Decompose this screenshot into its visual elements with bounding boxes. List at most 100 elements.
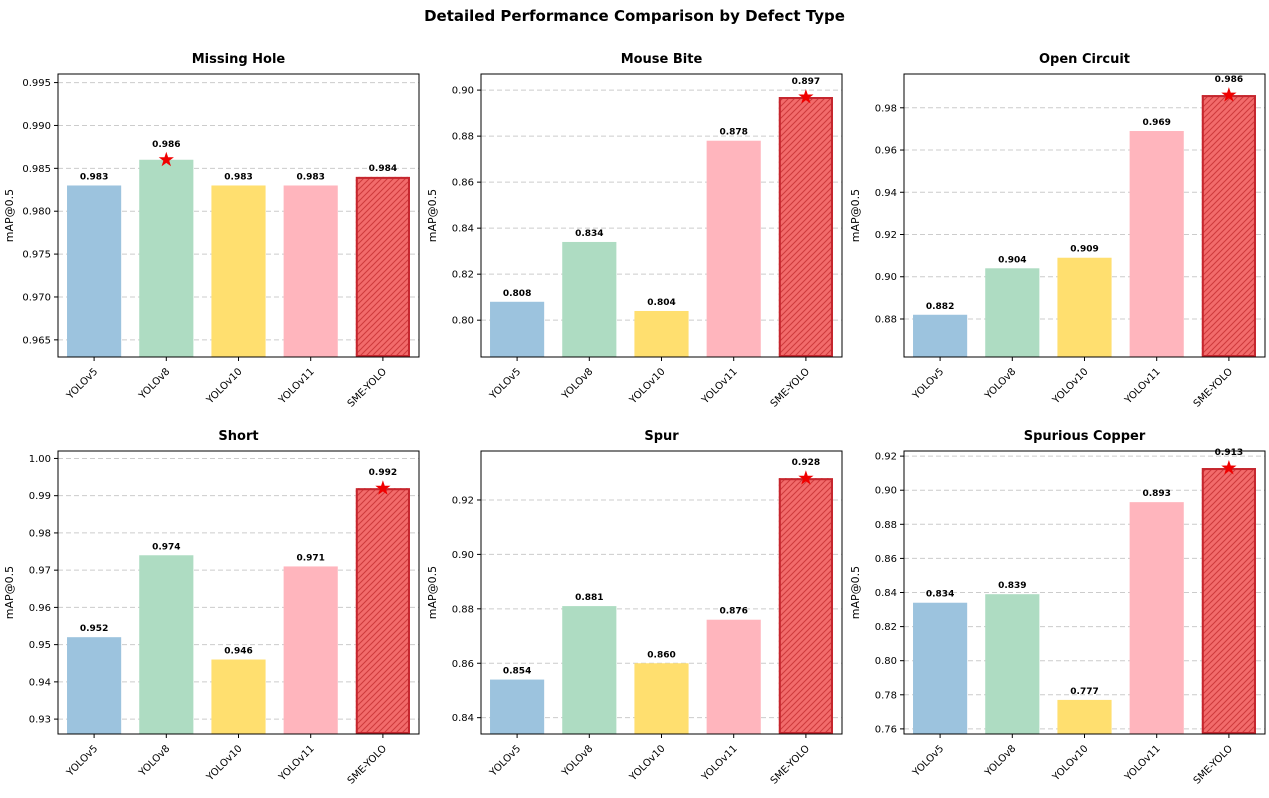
subplot-spur: 0.84 0.86 0.88 0.90 0.92 0.854 0.881 0.860 0.876… xyxy=(423,421,846,798)
y-tick-label: 0.78 xyxy=(875,690,897,701)
bar-yolov11 xyxy=(1129,131,1184,357)
bar-value-label: 0.854 xyxy=(503,667,531,677)
y-tick-label: 0.985 xyxy=(22,164,51,175)
chart-mouse-bite: 0.80 0.82 0.84 0.86 0.88 0.90 0.808 0.834 0.804 0… xyxy=(426,52,843,410)
y-tick-label: 0.90 xyxy=(452,86,474,97)
bar-yolov8 xyxy=(985,594,1040,734)
x-tick-label: YOLOv5 xyxy=(910,366,946,402)
x-tick-label: YOLOv11 xyxy=(699,743,739,783)
plot-border xyxy=(57,73,420,358)
best-star-icon xyxy=(1221,460,1237,475)
x-tick-label: YOLOv5 xyxy=(64,743,100,779)
best-star-icon xyxy=(798,470,814,485)
bar-yolov11 xyxy=(283,566,338,734)
y-tick-label: 0.94 xyxy=(29,677,51,688)
x-tick-label: YOLOv11 xyxy=(276,366,316,406)
y-tick-label: 0.96 xyxy=(29,603,51,614)
x-tick-label: YOLOv11 xyxy=(699,366,739,406)
subplot-mouse-bite: 0.80 0.82 0.84 0.86 0.88 0.90 0.808 0.834 0.804 0… xyxy=(423,44,846,421)
subplot-open-circuit: 0.88 0.90 0.92 0.94 0.96 0.98 0.882 0.904 0.909 0… xyxy=(846,44,1269,421)
y-tick-label: 0.90 xyxy=(875,272,897,283)
figure-title: Detailed Performance Comparison by Defec… xyxy=(424,7,845,25)
y-tick-label: 0.84 xyxy=(452,224,474,235)
bar-value-label: 0.804 xyxy=(647,298,675,308)
y-tick-label: 0.86 xyxy=(452,178,474,189)
best-star-icon xyxy=(1221,87,1237,102)
bar-hatch-overlay xyxy=(1201,95,1256,358)
y-tick-label: 0.970 xyxy=(22,292,51,303)
y-tick-label: 0.96 xyxy=(875,146,897,157)
y-tick-label: 0.82 xyxy=(452,270,474,281)
y-tick-label: 0.80 xyxy=(452,316,474,327)
bar-yolov8 xyxy=(139,555,194,734)
y-tick-label: 0.965 xyxy=(22,335,51,346)
bar-yolov10 xyxy=(634,663,689,734)
y-tick-label: 1.00 xyxy=(29,454,51,465)
bar-hatch-overlay xyxy=(1201,468,1256,734)
bar-yolov11 xyxy=(706,619,761,734)
y-tick-label: 0.975 xyxy=(22,250,51,261)
bar-value-label: 0.882 xyxy=(926,302,954,312)
subplot-title: Spur xyxy=(644,429,679,444)
bar-hatch-overlay xyxy=(778,478,833,734)
y-tick-label: 0.92 xyxy=(875,452,897,463)
y-tick-label: 0.97 xyxy=(29,566,51,577)
x-tick-label: YOLOv11 xyxy=(276,743,316,783)
bar-yolov8 xyxy=(562,241,617,357)
x-tick-label: SME-YOLO xyxy=(769,743,812,786)
y-axis-label: mAP@0.5 xyxy=(426,189,439,242)
best-star-icon xyxy=(158,151,174,167)
bar-yolov11 xyxy=(706,140,761,357)
bar-yolov10 xyxy=(1057,257,1112,357)
bar-value-label: 0.946 xyxy=(224,647,252,657)
y-tick-label: 0.76 xyxy=(875,724,897,735)
y-tick-label: 0.990 xyxy=(22,121,51,132)
y-tick-label: 0.86 xyxy=(452,659,474,670)
bar-value-label: 0.974 xyxy=(152,542,180,552)
y-tick-label: 0.94 xyxy=(875,188,897,199)
bar-yolov5 xyxy=(67,637,122,734)
x-tick-label: YOLOv8 xyxy=(559,366,595,402)
y-tick-label: 0.88 xyxy=(875,314,897,325)
y-tick-label: 0.84 xyxy=(452,713,474,724)
y-axis-label: mAP@0.5 xyxy=(426,566,439,619)
y-tick-label: 0.88 xyxy=(452,604,474,615)
bar-yolov5 xyxy=(490,679,545,734)
subplot-title: Missing Hole xyxy=(192,52,286,67)
bar-value-label: 0.992 xyxy=(369,468,397,478)
y-tick-label: 0.86 xyxy=(875,554,897,565)
x-tick-label: YOLOv10 xyxy=(627,366,667,406)
bar-value-label: 0.897 xyxy=(792,77,820,87)
bar-yolov10 xyxy=(211,659,266,734)
subplot-spurious-copper: 0.76 0.78 0.80 0.82 0.84 0.86 0.88 0.90 0.92 0.83… xyxy=(846,421,1269,798)
bar-hatch-overlay xyxy=(355,488,410,734)
bar-value-label: 0.839 xyxy=(998,581,1026,591)
y-tick-label: 0.90 xyxy=(452,550,474,561)
bar-value-label: 0.808 xyxy=(503,289,531,299)
bar-yolov8 xyxy=(562,606,617,734)
x-tick-label: SME-YOLO xyxy=(769,366,812,409)
x-tick-label: YOLOv10 xyxy=(204,366,244,406)
y-tick-label: 0.92 xyxy=(875,230,897,241)
plot-border xyxy=(57,450,420,735)
chart-short: 0.93 0.94 0.95 0.96 0.97 0.98 0.99 1.00 0.952 0.9… xyxy=(3,429,420,787)
bar-yolov11 xyxy=(1129,502,1184,734)
y-tick-label: 0.80 xyxy=(875,656,897,667)
bar-value-label: 0.860 xyxy=(647,650,675,660)
bar-edge xyxy=(355,176,410,357)
best-star-icon xyxy=(798,89,814,104)
y-axis-label: mAP@0.5 xyxy=(849,566,862,619)
bar-yolov5 xyxy=(67,185,122,357)
bar-yolov11 xyxy=(283,185,338,357)
bar-value-label: 0.986 xyxy=(1215,75,1243,85)
y-tick-label: 0.88 xyxy=(875,520,897,531)
y-tick-label: 0.98 xyxy=(875,103,897,114)
chart-missing-hole: 0.965 0.970 0.975 0.980 0.985 0.990 0.995 0.983… xyxy=(3,52,420,410)
y-axis-label: mAP@0.5 xyxy=(849,189,862,242)
bar-value-label: 0.777 xyxy=(1070,687,1098,697)
y-tick-label: 0.995 xyxy=(22,78,51,89)
x-tick-label: YOLOv5 xyxy=(910,743,946,779)
bar-yolov8 xyxy=(985,268,1040,357)
bar-value-label: 0.928 xyxy=(792,458,820,468)
x-tick-label: YOLOv10 xyxy=(204,743,244,783)
